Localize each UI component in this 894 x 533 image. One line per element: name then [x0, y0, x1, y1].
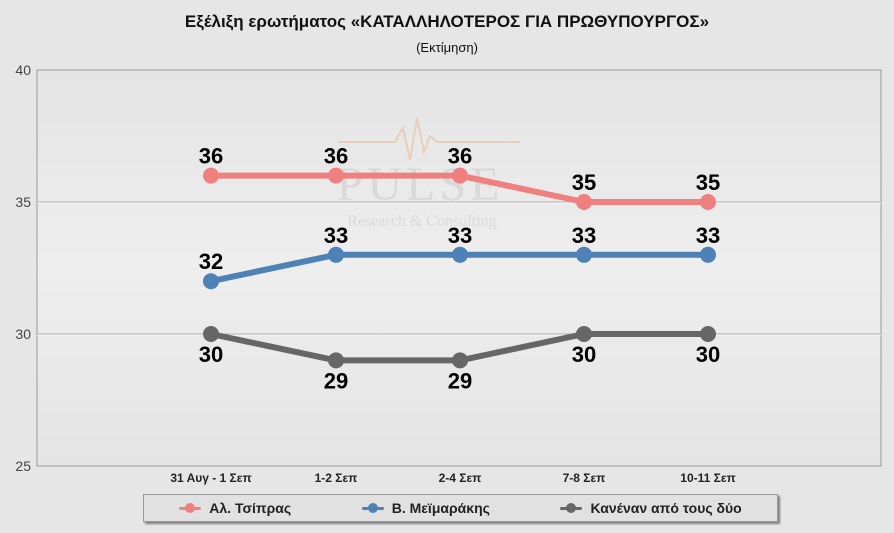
chart-subtitle: (Εκτίμηση) [416, 40, 478, 55]
data-point [452, 246, 468, 263]
x-axis: 31 Αυγ - 1 Σεπ 1-2 Σεπ 2-4 Σεπ 7-8 Σεπ 10-11… [170, 471, 735, 485]
data-point [700, 194, 716, 210]
series-2: 30 29 29 30 30 [199, 326, 720, 393]
data-point [328, 246, 344, 263]
series-0: 36 36 36 35 35 [199, 144, 720, 210]
y-tick-label: 35 [15, 194, 31, 210]
legend-swatch-icon [361, 502, 384, 514]
data-point [452, 352, 468, 369]
data-label: 29 [448, 368, 472, 393]
legend-item-tsipras[interactable]: Αλ. Τσίπρας [179, 500, 291, 516]
data-point [203, 326, 219, 342]
data-point [203, 167, 219, 184]
x-tick-label: 7-8 Σεπ [563, 471, 606, 485]
data-point [203, 273, 219, 290]
x-tick-label: 31 Αυγ - 1 Σεπ [170, 471, 251, 485]
data-label: 36 [199, 144, 223, 169]
data-label: 35 [572, 170, 596, 195]
series-group: 36 36 36 35 35 32 33 33 33 33 30 29 29 30 30 [199, 144, 720, 394]
legend: Αλ. Τσίπρας Β. Μεϊμαράκης Κανέναν από το… [143, 494, 778, 522]
data-point [576, 246, 592, 263]
data-point [452, 167, 468, 184]
series-1: 32 33 33 33 33 [199, 223, 720, 290]
data-label: 33 [448, 223, 472, 248]
data-label: 29 [324, 368, 348, 393]
x-tick-label: 2-4 Σεπ [439, 471, 482, 485]
data-label: 30 [696, 342, 720, 367]
data-point [700, 246, 716, 263]
legend-swatch-icon [560, 502, 583, 514]
y-tick-label: 25 [15, 458, 31, 474]
data-label: 30 [199, 342, 223, 367]
data-label: 35 [696, 170, 720, 195]
data-point [576, 194, 592, 210]
legend-label: Β. Μεϊμαράκης [391, 500, 490, 516]
y-axis: 25 30 35 40 [15, 62, 31, 474]
chart-title: Εξέλιξη ερωτήματος «ΚΑΤΑΛΛΗΛΟΤΕΡΟΣ ΓΙΑ Π… [184, 12, 710, 31]
data-label: 33 [696, 223, 720, 248]
legend-label: Αλ. Τσίπρας [209, 500, 292, 516]
y-tick-label: 30 [15, 326, 31, 342]
watermark-subtext: Research & Consulting [347, 213, 496, 230]
data-label: 36 [448, 144, 472, 169]
data-point [576, 326, 592, 342]
legend-swatch-icon [179, 502, 202, 514]
data-point [328, 352, 344, 369]
legend-item-none[interactable]: Κανέναν από τους δύο [560, 500, 742, 516]
data-label: 30 [572, 342, 596, 367]
grid-lines [37, 201, 881, 336]
y-tick-label: 40 [15, 62, 31, 78]
legend-item-meimarakis[interactable]: Β. Μεϊμαράκης [361, 500, 490, 516]
data-label: 36 [324, 144, 348, 169]
legend-label: Κανέναν από τους δύο [590, 500, 742, 516]
plot-area [36, 69, 882, 467]
x-tick-label: 1-2 Σεπ [315, 471, 358, 485]
watermark-text: PULSE [337, 158, 504, 211]
data-label: 33 [572, 223, 596, 248]
data-point [328, 167, 344, 184]
data-point [700, 326, 716, 342]
data-label: 32 [199, 249, 223, 274]
pulse-watermark-logo: PULSE Research & Consulting [337, 117, 520, 230]
x-tick-label: 10-11 Σεπ [680, 471, 735, 485]
data-label: 33 [324, 223, 348, 248]
